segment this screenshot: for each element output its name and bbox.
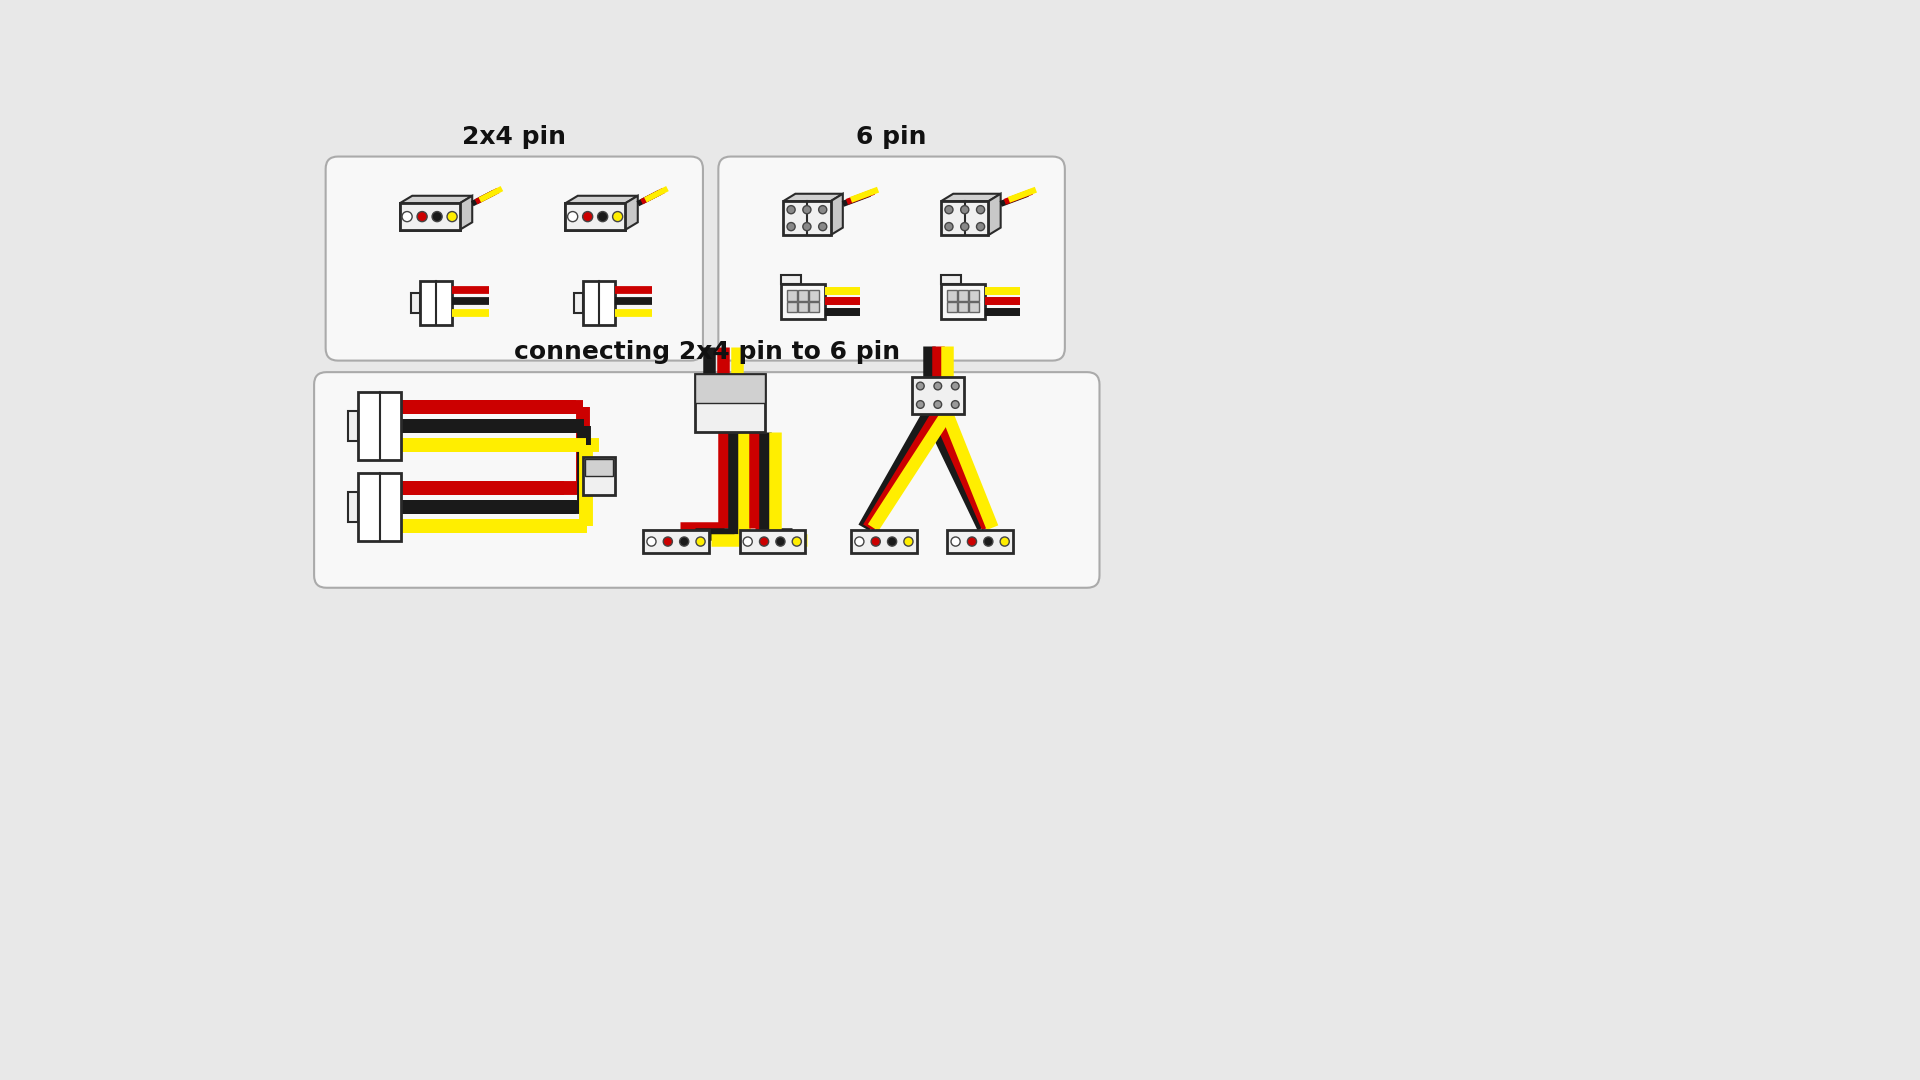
Bar: [970, 302, 979, 312]
Circle shape: [743, 537, 753, 546]
Bar: [941, 201, 989, 235]
Circle shape: [950, 537, 960, 546]
Bar: [399, 203, 459, 230]
Circle shape: [647, 537, 657, 546]
Circle shape: [803, 205, 810, 214]
Circle shape: [818, 205, 828, 214]
Circle shape: [916, 401, 924, 408]
Circle shape: [568, 212, 578, 221]
Bar: [787, 302, 797, 312]
Bar: [643, 530, 708, 553]
Polygon shape: [831, 193, 843, 235]
Bar: [348, 492, 359, 522]
Circle shape: [417, 212, 426, 221]
Circle shape: [401, 212, 413, 221]
Circle shape: [933, 401, 941, 408]
Circle shape: [787, 205, 795, 214]
Bar: [359, 392, 401, 460]
Bar: [584, 281, 614, 325]
Circle shape: [447, 212, 457, 221]
Bar: [787, 291, 797, 300]
Bar: [808, 291, 820, 300]
Circle shape: [960, 205, 970, 214]
FancyBboxPatch shape: [315, 373, 1100, 588]
Bar: [359, 473, 401, 541]
Circle shape: [793, 537, 801, 546]
Polygon shape: [399, 195, 472, 203]
Bar: [799, 302, 808, 312]
Bar: [970, 291, 979, 300]
Bar: [564, 203, 626, 230]
Polygon shape: [626, 195, 637, 230]
Bar: [399, 203, 459, 230]
Bar: [574, 293, 584, 312]
Circle shape: [952, 382, 960, 390]
Circle shape: [960, 222, 970, 231]
Bar: [783, 201, 831, 235]
Circle shape: [854, 537, 864, 546]
Circle shape: [945, 205, 952, 214]
Circle shape: [680, 537, 689, 546]
Circle shape: [760, 537, 768, 546]
Bar: [348, 411, 359, 441]
Circle shape: [803, 222, 810, 231]
Bar: [912, 377, 964, 414]
Circle shape: [432, 212, 442, 221]
Bar: [739, 530, 804, 553]
Circle shape: [662, 537, 672, 546]
Polygon shape: [564, 195, 637, 203]
Circle shape: [695, 537, 705, 546]
Circle shape: [872, 537, 879, 546]
Polygon shape: [783, 193, 843, 201]
Bar: [564, 203, 626, 230]
Circle shape: [968, 537, 977, 546]
Circle shape: [887, 537, 897, 546]
Bar: [695, 374, 764, 403]
Text: 6 pin: 6 pin: [856, 125, 927, 149]
FancyBboxPatch shape: [326, 157, 703, 361]
Circle shape: [977, 222, 985, 231]
Circle shape: [597, 212, 609, 221]
Circle shape: [933, 382, 941, 390]
Bar: [586, 459, 612, 476]
Polygon shape: [989, 193, 1000, 235]
Bar: [958, 302, 968, 312]
Bar: [947, 530, 1014, 553]
Bar: [947, 291, 958, 300]
Bar: [941, 275, 962, 284]
Bar: [851, 530, 916, 553]
Bar: [958, 291, 968, 300]
Circle shape: [916, 382, 924, 390]
Circle shape: [945, 222, 952, 231]
Circle shape: [776, 537, 785, 546]
Circle shape: [904, 537, 914, 546]
Text: 2x4 pin: 2x4 pin: [463, 125, 566, 149]
Bar: [695, 374, 764, 432]
FancyBboxPatch shape: [718, 157, 1066, 361]
Bar: [781, 284, 826, 319]
Text: connecting 2x4 pin to 6 pin: connecting 2x4 pin to 6 pin: [515, 340, 900, 364]
Circle shape: [582, 212, 593, 221]
Bar: [941, 284, 985, 319]
Bar: [799, 291, 808, 300]
Polygon shape: [459, 195, 472, 230]
Bar: [411, 293, 420, 312]
Circle shape: [612, 212, 622, 221]
Bar: [947, 302, 958, 312]
Circle shape: [983, 537, 993, 546]
Circle shape: [818, 222, 828, 231]
Circle shape: [787, 222, 795, 231]
Bar: [420, 281, 451, 325]
Polygon shape: [941, 193, 1000, 201]
Circle shape: [1000, 537, 1010, 546]
Circle shape: [977, 205, 985, 214]
Bar: [808, 302, 820, 312]
Circle shape: [952, 401, 960, 408]
Bar: [781, 275, 801, 284]
Bar: [584, 457, 614, 496]
